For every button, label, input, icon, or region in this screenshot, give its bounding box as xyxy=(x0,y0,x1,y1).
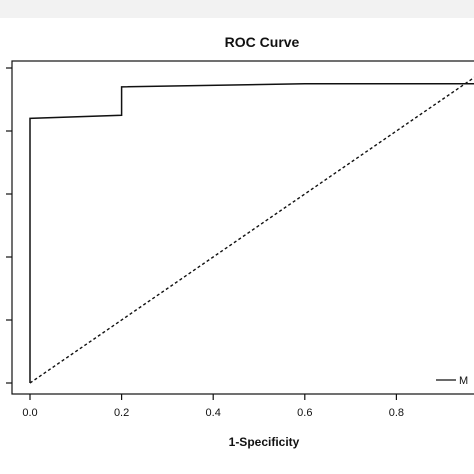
x-tick-label: 0.4 xyxy=(206,407,221,419)
chart-title: ROC Curve xyxy=(225,34,300,50)
chart-marks xyxy=(29,76,474,384)
x-tick-label: 0.0 xyxy=(22,407,37,419)
reference-diagonal-line xyxy=(29,76,474,384)
x-tick-label: 0.6 xyxy=(297,407,312,419)
x-axis-label: 1-Specificity xyxy=(229,435,300,449)
roc-curve-line xyxy=(29,83,474,383)
x-axis: 0.0 0.2 0.4 0.6 0.8 xyxy=(22,394,404,419)
x-tick-label: 0.8 xyxy=(389,407,404,419)
legend: M xyxy=(436,375,468,387)
y-axis xyxy=(6,67,12,384)
top-strip xyxy=(0,0,474,18)
legend-label: M xyxy=(459,375,468,387)
plot-area xyxy=(11,60,474,395)
x-tick-label: 0.2 xyxy=(114,407,129,419)
